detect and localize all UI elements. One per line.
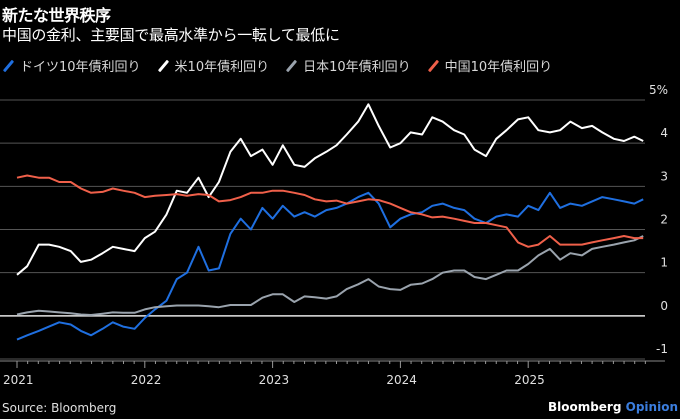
source-note: Source: Bloomberg	[2, 401, 117, 415]
legend-label-us: 米10年債利回り	[174, 60, 270, 75]
gridlines	[0, 99, 645, 360]
brand-suffix: Opinion	[625, 400, 678, 414]
legend-label-japan: 日本10年債利回り	[303, 60, 411, 75]
y-axis-ticks: 5% 4 3 2 1 0 -1	[649, 83, 668, 356]
legend-item-germany: ドイツ10年債利回り	[2, 56, 141, 75]
y-tick-label: 0	[660, 299, 668, 313]
x-tick-label: 2021	[3, 373, 34, 387]
chart-title: 新たな世界秩序	[2, 6, 111, 25]
series-lines	[16, 103, 644, 341]
y-tick-label: 4	[660, 126, 668, 140]
x-axis: 2021 2022 2023 2024 2025	[0, 360, 665, 387]
legend-item-china: 中国10年債利回り	[427, 56, 553, 75]
y-tick-label: 2	[660, 213, 668, 227]
x-tick-label: 2024	[386, 373, 417, 387]
x-tick-label: 2025	[514, 373, 545, 387]
x-tick-label: 2022	[131, 373, 162, 387]
y-tick-label: 3	[660, 169, 668, 183]
chart-subtitle: 中国の金利、主要国で最高水準から一転して最低に	[2, 26, 340, 44]
series-line-germany	[16, 191, 644, 341]
series-line-china	[16, 174, 644, 248]
legend-label-germany: ドイツ10年債利回り	[20, 60, 141, 75]
y-tick-label: 5%	[649, 83, 668, 97]
legend: ドイツ10年債利回り 米10年債利回り 日本10年債利回り 中国10年債利回り	[2, 56, 552, 75]
y-tick-label: 1	[660, 256, 668, 270]
y-tick-label: -1	[656, 342, 668, 356]
x-tick-label: 2023	[259, 373, 290, 387]
brand-logo: Bloomberg Opinion	[548, 400, 678, 414]
legend-label-china: 中国10年債利回り	[444, 60, 553, 75]
legend-item-us: 米10年債利回り	[157, 56, 270, 75]
brand-name: Bloomberg	[547, 400, 622, 414]
series-line-us	[16, 103, 644, 276]
series-line-japan	[16, 235, 644, 316]
legend-item-japan: 日本10年債利回り	[285, 56, 411, 75]
